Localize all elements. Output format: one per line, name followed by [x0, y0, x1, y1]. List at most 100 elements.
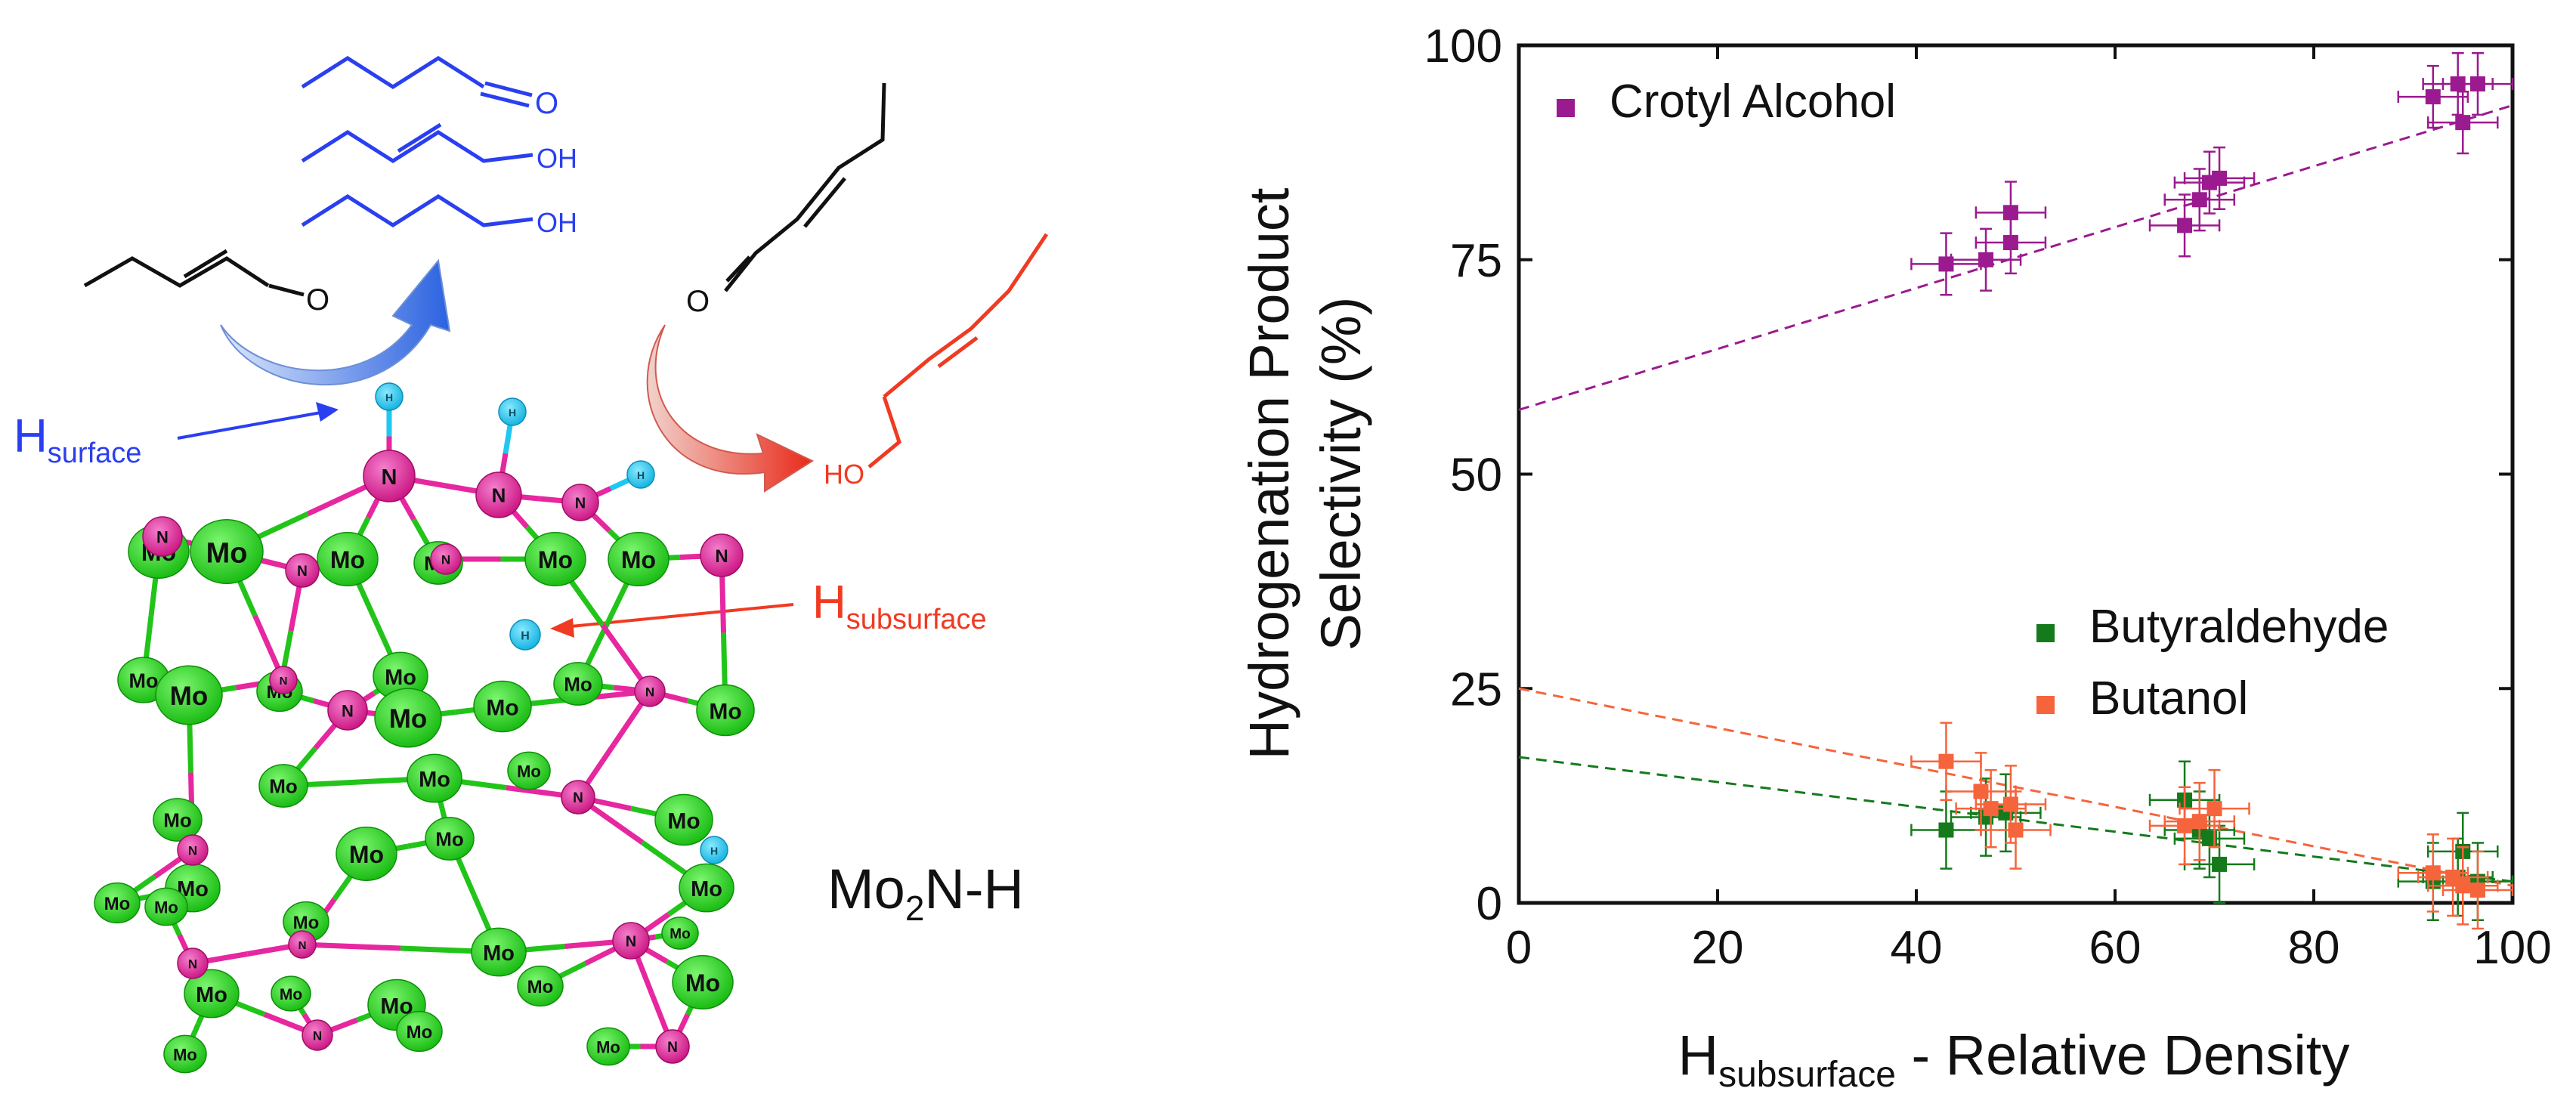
y-tick-label: 75 [1450, 235, 1502, 287]
data-marker [1978, 252, 1994, 267]
mo-atom: Mo [661, 917, 699, 950]
data-marker [1983, 801, 1999, 817]
mo2n-lattice: Mo Mo Mo Mo Mo Mo Mo Mo Mo Mo Mo Mo Mo Mo Mo Mo Mo Mo Mo Mo… [94, 382, 755, 1074]
data-point-0 [2426, 91, 2499, 155]
data-point-0 [1950, 227, 2022, 292]
h-surface-pointer [177, 410, 326, 440]
data-marker [1973, 784, 1989, 799]
n-atom-label: N [626, 934, 636, 951]
x-tick-label: 20 [1692, 922, 1744, 974]
n-atom-label: N [441, 552, 450, 567]
y-axis-label-line1: Hydrogenation Product [1238, 187, 1300, 759]
mo-atom: Mo [374, 688, 442, 748]
formula-label: Mo2N-H [827, 858, 1024, 928]
mo-atom-sphere [396, 1010, 443, 1053]
mo-atom-label: Mo [173, 1045, 197, 1064]
mo-atom-label: Mo [170, 682, 209, 711]
mo-atom-sphere [184, 969, 240, 1019]
mo-atom-label: Mo [685, 969, 720, 997]
h-subsurface-label: Hsubsurface [812, 577, 987, 635]
mo-atom-sphere [425, 817, 475, 861]
data-point-2 [2426, 846, 2499, 926]
data-marker [2425, 865, 2441, 881]
mo-atom-sphere [144, 887, 188, 926]
mo-atom: Mo [190, 519, 264, 584]
data-marker [2177, 218, 2193, 233]
mo-atom-label: Mo [293, 913, 320, 933]
butanol-skeleton [301, 194, 533, 227]
bond [302, 941, 401, 951]
x-tick-label: 60 [2089, 922, 2142, 974]
surface-reaction-arrow [220, 258, 451, 386]
mo-atom-label: Mo [206, 537, 248, 569]
h-atom: H [626, 460, 655, 489]
mo-atom-sphere [153, 798, 203, 842]
h-surface-pointer-head [316, 402, 339, 422]
h-atom-sphere [498, 397, 527, 426]
mo-atom: Mo [471, 927, 527, 977]
data-point-1 [1910, 790, 1982, 870]
mo-atom-label: Mo [419, 768, 450, 792]
mo-atom-label: Mo [349, 841, 384, 868]
mo-atom: Mo [94, 882, 141, 924]
mo-atom-sphere [407, 753, 462, 803]
mo-atom-sphere [317, 532, 379, 586]
n-atom-sphere [288, 930, 317, 959]
n-atom-sphere [142, 516, 183, 557]
n-atom: N [561, 780, 595, 815]
mo-atom-label: Mo [517, 762, 541, 781]
mo-atom-label: Mo [486, 695, 518, 720]
mo-atom-label: Mo [196, 983, 227, 1007]
x-tick-label: 80 [2288, 922, 2340, 974]
n-atom-sphere [285, 553, 320, 588]
mo-atom: Mo [608, 532, 670, 586]
n-atom-sphere [475, 471, 522, 518]
y-tick-label: 0 [1477, 878, 1502, 930]
data-marker [2191, 192, 2207, 208]
mo-atom: Mo [473, 680, 532, 733]
mo-atom-sphere [258, 764, 308, 808]
h-atom-label: H [637, 469, 645, 481]
data-marker [2212, 856, 2228, 872]
butanal-o-label: O [535, 87, 558, 120]
mo-atom-label: Mo [691, 877, 722, 901]
data-marker [2469, 76, 2485, 92]
n-atom-label: N [342, 701, 354, 720]
n-atom: N [269, 666, 298, 694]
data-point-2 [2441, 850, 2514, 930]
n-atom-sphere [269, 666, 298, 694]
mo-atom: Mo [586, 1027, 630, 1066]
mo-atom-sphere [608, 532, 670, 586]
mo-atom-sphere [190, 519, 264, 584]
mo-atom-label: Mo [596, 1037, 620, 1056]
n-atom-label: N [492, 484, 506, 507]
data-point-0 [1910, 232, 1982, 296]
mo-atom: Mo [184, 969, 240, 1019]
butanal-carbonyl-double [480, 91, 530, 108]
mo-atom: Mo [517, 965, 564, 1007]
h-surface-label: Hsurface [14, 410, 141, 469]
h-atom-label: H [509, 407, 516, 419]
crotonaldehyde-right-o: O [686, 285, 710, 318]
data-points [1910, 51, 2514, 930]
n-atom-label: N [188, 957, 197, 971]
n-atom: N [430, 543, 462, 575]
n-atom-sphere [561, 484, 599, 521]
data-marker [2455, 115, 2471, 131]
legend-swatch-0 [1557, 99, 1575, 117]
n-atom-sphere [700, 533, 744, 577]
n-atom-sphere [655, 1029, 690, 1064]
butanal-skeleton [301, 56, 485, 89]
n-atom-label: N [298, 939, 307, 952]
n-atom-sphere [430, 543, 462, 575]
mo-atom: Mo [425, 817, 475, 861]
mo-atom: Mo [155, 665, 223, 725]
mo-atom: Mo [163, 1034, 207, 1074]
mo-atom-label: Mo [670, 926, 690, 942]
mo-atom-label: Mo [385, 666, 416, 690]
n-atom: N [612, 922, 650, 960]
x-tick-label: 100 [2473, 922, 2551, 974]
mo-atom-sphere [163, 1034, 207, 1074]
h-subsurface-pointer-head [550, 618, 574, 638]
